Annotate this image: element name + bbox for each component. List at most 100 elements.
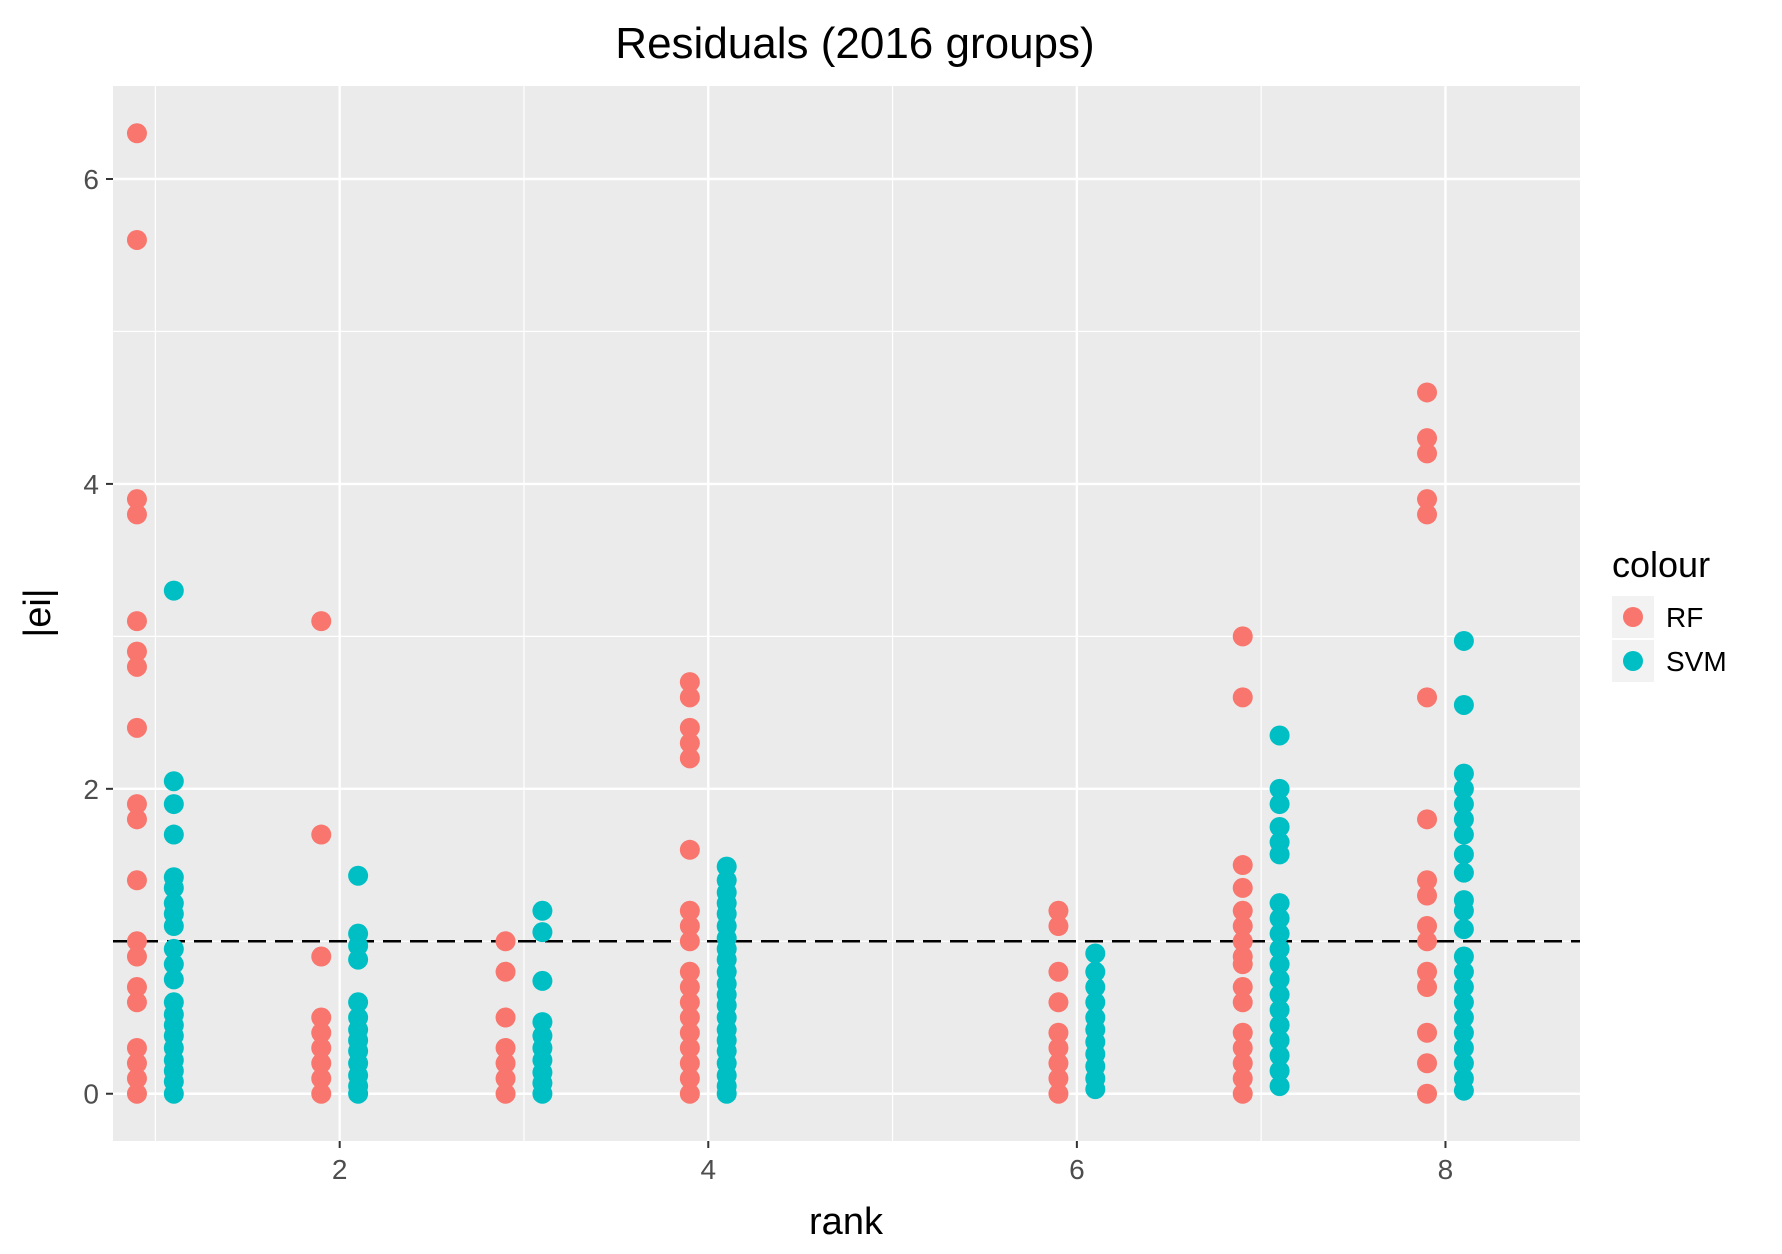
- rf-point: [679, 1053, 700, 1074]
- svm-point: [348, 949, 369, 970]
- rf-point: [679, 687, 700, 708]
- rf-point: [1232, 977, 1253, 998]
- svm-point: [163, 938, 184, 959]
- rf-point: [1232, 916, 1253, 937]
- rf-point: [679, 1068, 700, 1089]
- rf-point: [1232, 1053, 1253, 1074]
- svm-point: [348, 992, 369, 1013]
- y-axis-title: |ei|: [17, 588, 59, 637]
- svm-point: [163, 954, 184, 975]
- svm-point: [1269, 1030, 1290, 1051]
- svm-point: [1269, 844, 1290, 865]
- rf-point: [1232, 900, 1253, 921]
- rf-point: [1048, 992, 1069, 1013]
- rf-point: [1048, 961, 1069, 982]
- rf-point: [126, 1053, 147, 1074]
- svm-point: [1453, 1053, 1474, 1074]
- rf-point: [126, 1083, 147, 1104]
- rf-point: [679, 992, 700, 1013]
- svm-point: [1453, 694, 1474, 715]
- svm-point: [1453, 809, 1474, 830]
- rf-point: [1417, 1022, 1438, 1043]
- rf-point: [1232, 626, 1253, 647]
- svm-point: [1453, 946, 1474, 967]
- svm-point: [1269, 725, 1290, 746]
- rf-point: [1232, 1038, 1253, 1059]
- rf-point: [679, 839, 700, 860]
- svm-point: [1453, 630, 1474, 651]
- rf-point: [495, 1083, 516, 1104]
- rf-point: [1232, 1068, 1253, 1089]
- rf-point: [495, 1007, 516, 1028]
- rf-point: [126, 611, 147, 632]
- rf-point: [679, 931, 700, 952]
- svm-point: [716, 1083, 737, 1104]
- svm-point: [1453, 824, 1474, 845]
- svm-point: [1453, 844, 1474, 865]
- rf-point: [1232, 954, 1253, 975]
- rf-point: [126, 931, 147, 952]
- legend: colour RF SVM: [1612, 544, 1727, 682]
- svm-point: [348, 1083, 369, 1104]
- svm-point: [1453, 961, 1474, 982]
- rf-point: [311, 824, 332, 845]
- svm-point: [163, 824, 184, 845]
- rf-point: [1048, 1053, 1069, 1074]
- rf-point: [311, 1083, 332, 1104]
- legend-label: SVM: [1666, 646, 1727, 677]
- rf-point: [679, 748, 700, 769]
- legend-entries: RF SVM: [1612, 596, 1727, 682]
- svm-point: [1269, 954, 1290, 975]
- rf-point: [679, 1038, 700, 1059]
- rf-point: [679, 900, 700, 921]
- rf-point: [126, 977, 147, 998]
- legend-title: colour: [1612, 544, 1710, 585]
- y-tick-label: 0: [83, 1079, 99, 1110]
- svm-point: [1453, 977, 1474, 998]
- data-points: [126, 123, 1474, 1104]
- rf-point: [1417, 1083, 1438, 1104]
- svm-point: [1269, 794, 1290, 815]
- rf-point: [495, 961, 516, 982]
- svm-point: [532, 1012, 553, 1033]
- rf-point: [1417, 504, 1438, 525]
- rf-point: [126, 641, 147, 662]
- svm-point: [163, 771, 184, 792]
- x-axis-title: rank: [809, 1201, 884, 1243]
- rf-point: [1417, 916, 1438, 937]
- rf-point: [495, 1038, 516, 1059]
- svm-point: [1453, 1022, 1474, 1043]
- svm-point: [163, 1083, 184, 1104]
- svm-point: [1269, 778, 1290, 799]
- svm-point: [1269, 969, 1290, 990]
- svm-point: [532, 922, 553, 943]
- rf-point: [1417, 931, 1438, 952]
- svm-point: [163, 916, 184, 937]
- rf-point: [126, 794, 147, 815]
- rf-point: [1232, 931, 1253, 952]
- legend-label: RF: [1666, 602, 1703, 633]
- rf-point: [126, 809, 147, 830]
- x-tick-label: 6: [1069, 1154, 1085, 1185]
- rf-point: [679, 733, 700, 754]
- svm-point: [163, 580, 184, 601]
- svm-point: [1453, 778, 1474, 799]
- svm-point: [1269, 999, 1290, 1020]
- rf-point: [679, 961, 700, 982]
- svm-point: [1453, 763, 1474, 784]
- rf-point: [1232, 877, 1253, 898]
- legend-key-point: [1623, 651, 1643, 671]
- rf-point: [1417, 1053, 1438, 1074]
- svm-point: [163, 969, 184, 990]
- svm-point: [532, 1083, 553, 1104]
- svm-point: [1269, 1045, 1290, 1066]
- svm-point: [1085, 977, 1106, 998]
- x-axis-ticks: 2 4 6 8: [332, 1141, 1453, 1185]
- rf-point: [126, 717, 147, 738]
- rf-point: [1048, 900, 1069, 921]
- plot-panel: [113, 86, 1580, 1141]
- rf-point: [679, 1083, 700, 1104]
- rf-point: [1417, 443, 1438, 464]
- rf-point: [126, 656, 147, 677]
- rf-point: [679, 977, 700, 998]
